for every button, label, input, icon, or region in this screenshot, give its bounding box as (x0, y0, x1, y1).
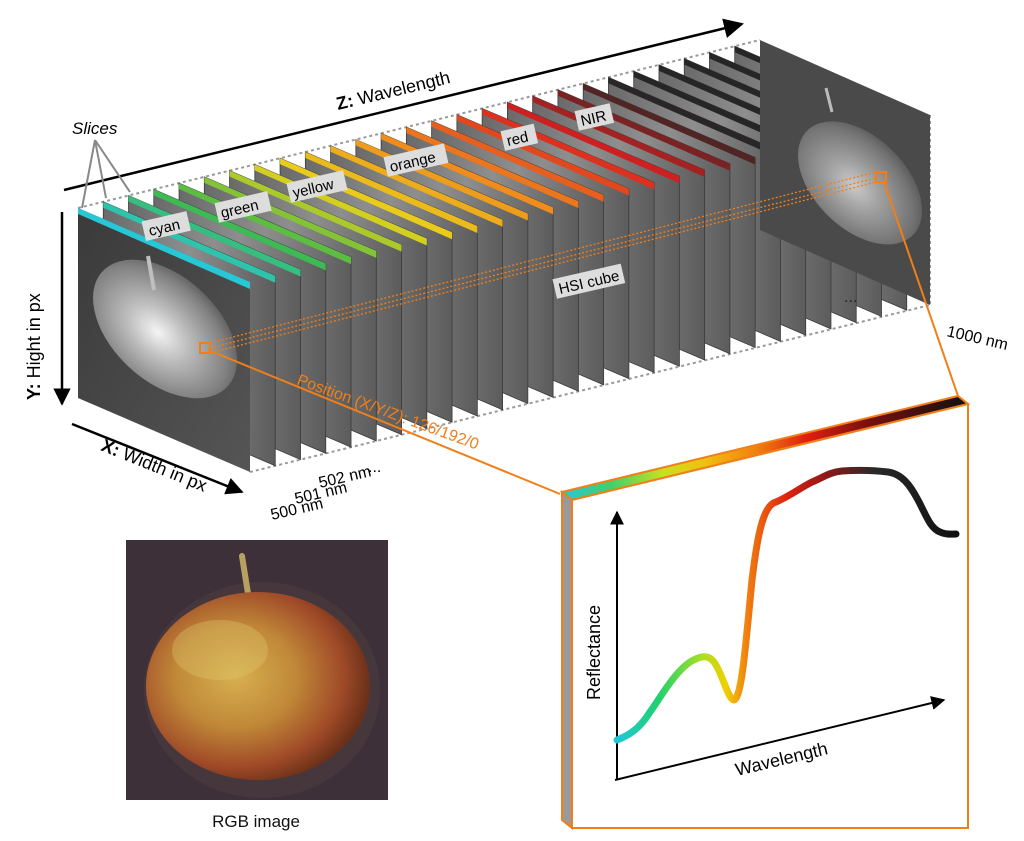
pixel-ray (209, 171, 877, 354)
slice-band-edge (229, 170, 402, 252)
cube-ellipsis: ... (844, 289, 857, 306)
wavelength-ticks: 500 nm 501 nm 502 nm ... (269, 459, 381, 524)
rgb-image (126, 540, 388, 800)
spectrum-panel: Reflectance Wavelength (559, 394, 971, 831)
back-slice-image (760, 40, 930, 305)
rgb-caption: RGB image (212, 812, 300, 831)
slice-band-edge (330, 145, 503, 227)
band-label-nir: NIR (579, 107, 608, 129)
y-axis-label: Y: Hight in px (24, 293, 44, 400)
slice-band-edge (583, 83, 756, 165)
slice-band-edge (456, 114, 629, 196)
band-label-cyan: cyan (147, 216, 182, 240)
band-label-red: red (505, 128, 530, 149)
slices-label: Slices (72, 119, 118, 138)
slice-band-edge (406, 127, 579, 209)
reflectance-curve (613, 466, 960, 744)
slice-band-edge (608, 77, 781, 159)
slices-annotation: Slices (72, 119, 131, 209)
z-axis-label: Z: Wavelength (334, 67, 452, 114)
front-slice-image (78, 208, 250, 472)
end-wavelength: 1000 nm (945, 323, 1009, 354)
slice-band-edge (153, 189, 326, 271)
spectrum-ylabel: Reflectance (584, 605, 604, 700)
tick-ellipsis: ... (368, 459, 381, 476)
y-axis: Y: Hight in px (24, 212, 71, 406)
spectrum-connectors (207, 181, 959, 495)
slice-band-edge (305, 152, 478, 233)
spectrum-x-axis (614, 696, 946, 781)
slice-band-edge (431, 120, 604, 202)
slice-band-edge (507, 102, 680, 184)
